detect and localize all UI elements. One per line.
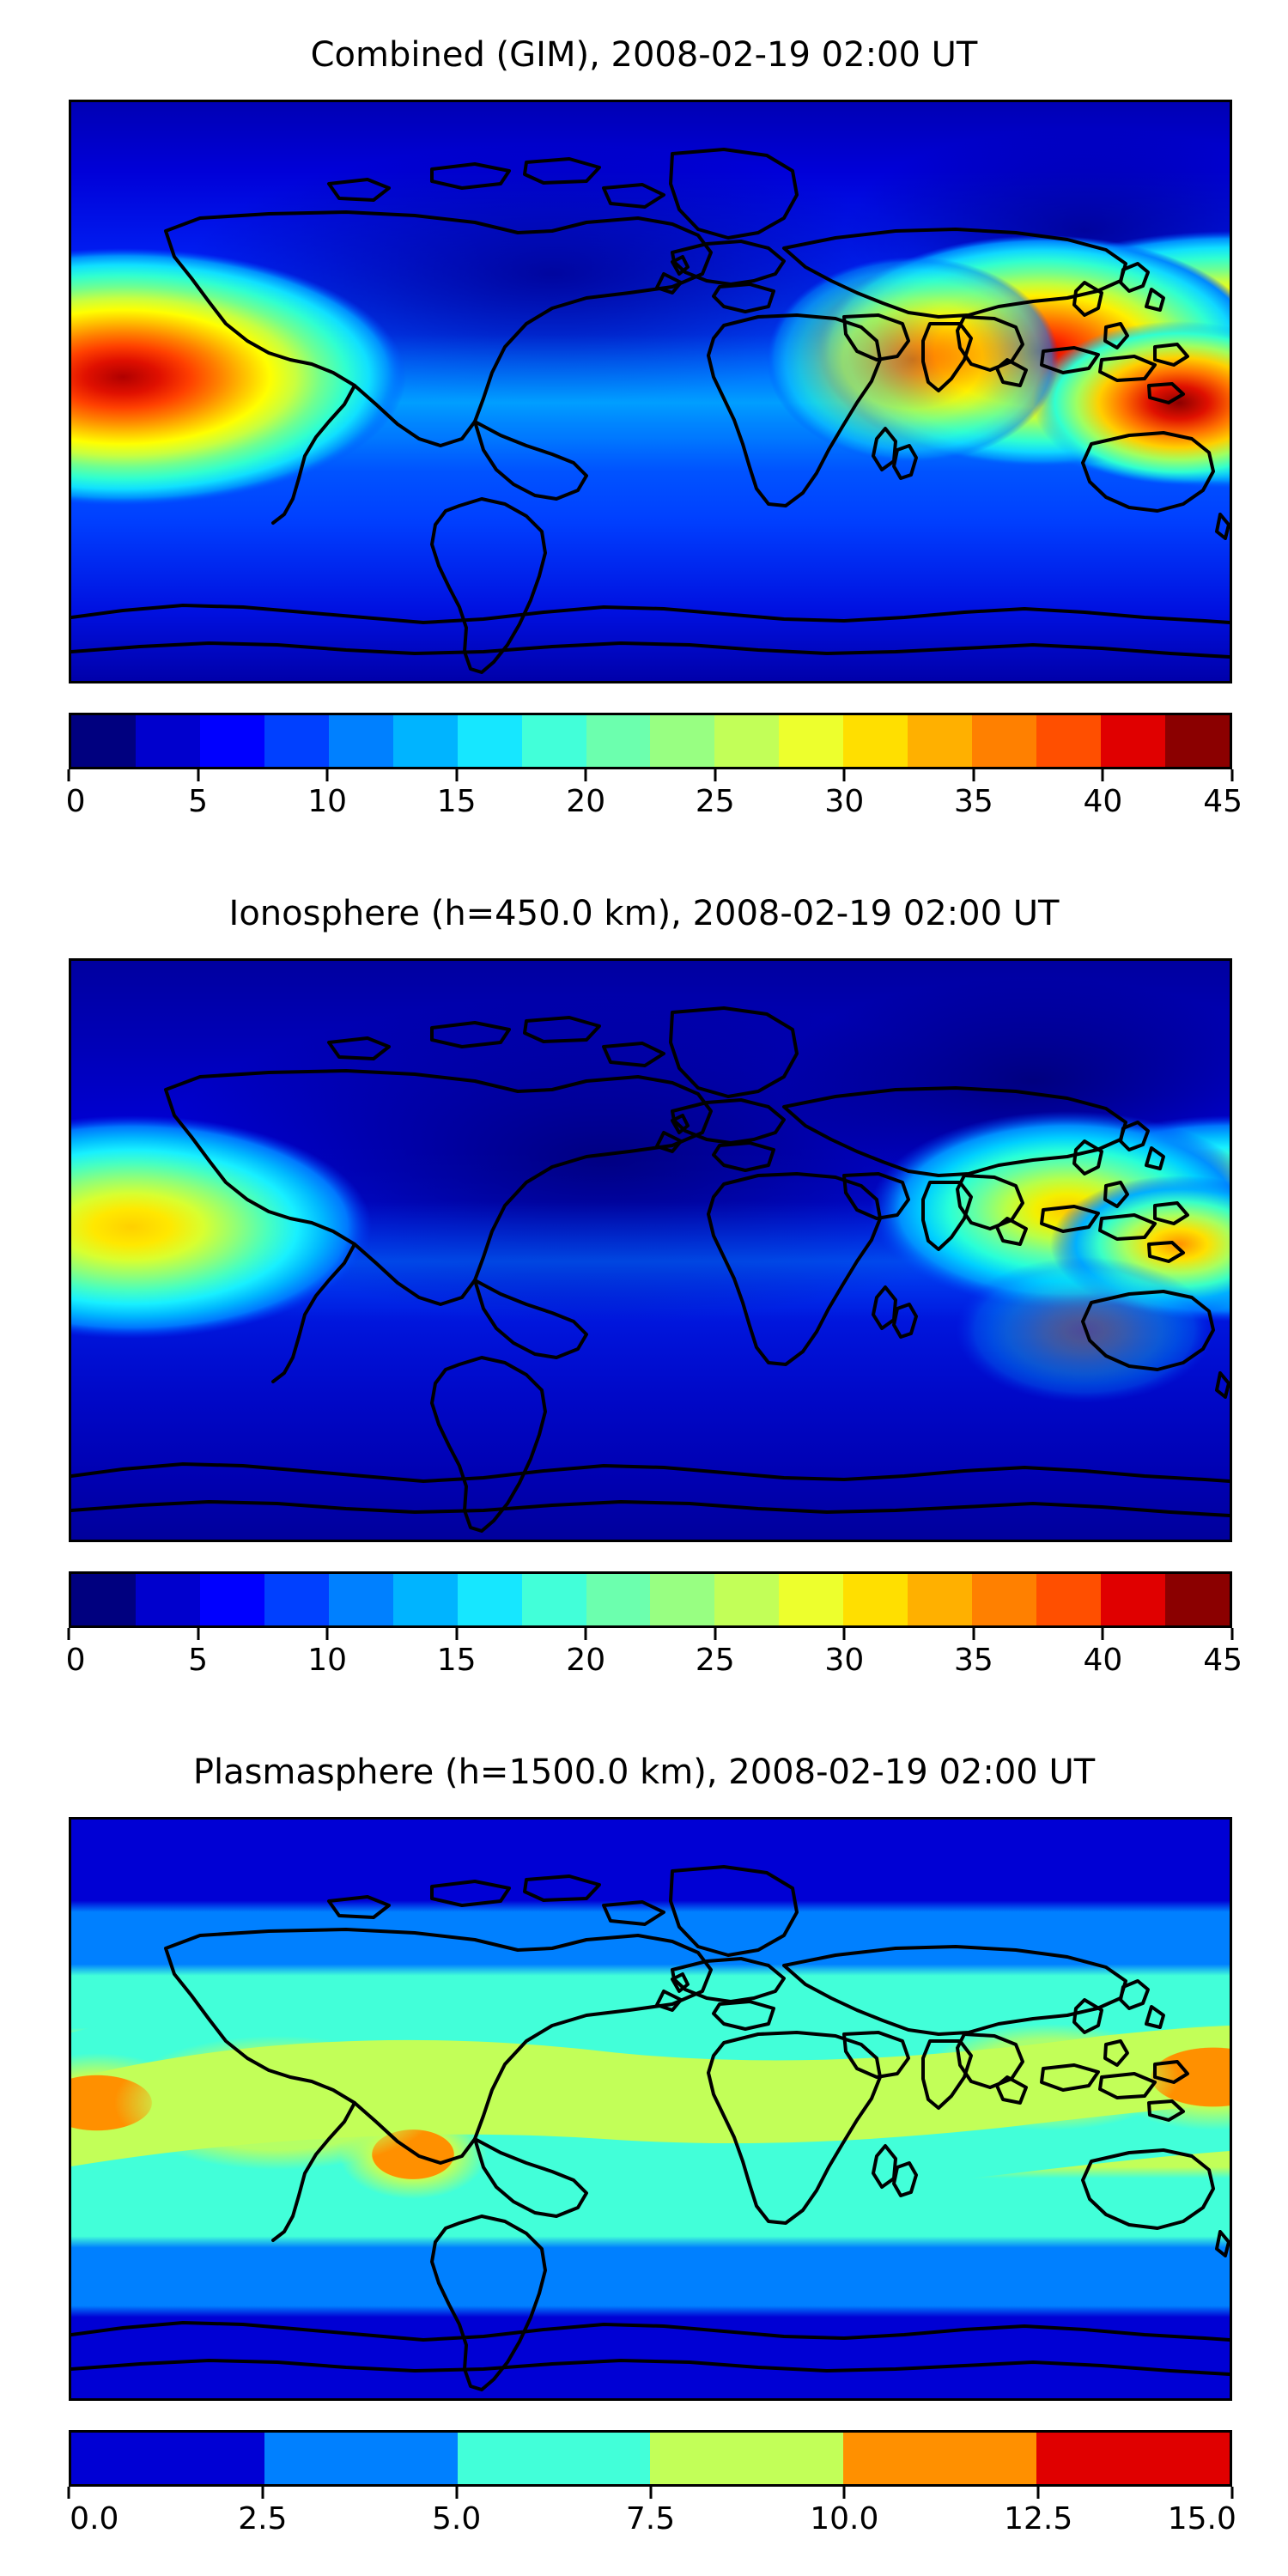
colorbar-plasmasphere: 0.0 2.5 5.0 7.5 10.0 12.5 15.0 — [67, 2430, 1236, 2543]
tick-label: 5 — [188, 1643, 208, 1678]
tick-label: 25 — [695, 1643, 735, 1678]
tick-label: 15 — [436, 784, 477, 819]
colorbar-gradient — [69, 1571, 1232, 1628]
tick-label: 10.0 — [810, 2501, 879, 2537]
colorbar-tick-labels: 0 5 10 15 20 25 30 35 40 45 — [65, 783, 1242, 826]
map-svg — [71, 961, 1230, 1540]
panel-ionosphere: Ionosphere (h=450.0 km), 2008-02-19 02:0… — [0, 859, 1288, 1717]
colorbar-gradient — [69, 2430, 1232, 2487]
coastlines — [71, 1006, 1230, 1533]
panel-title: Plasmasphere (h=1500.0 km), 2008-02-19 0… — [192, 1753, 1096, 1792]
map-combined-gim — [69, 100, 1232, 683]
map-svg — [71, 1820, 1230, 2398]
panel-title: Combined (GIM), 2008-02-19 02:00 UT — [310, 35, 978, 75]
map-plasmasphere — [69, 1817, 1232, 2401]
colorbar-ticks — [67, 2487, 1234, 2500]
tick-label: 20 — [566, 784, 606, 819]
colorbar-gradient — [69, 713, 1232, 769]
tick-label: 40 — [1083, 1643, 1123, 1678]
colorbar-tick-labels: 0.0 2.5 5.0 7.5 10.0 12.5 15.0 — [69, 2500, 1236, 2543]
tick-label: 35 — [953, 1643, 993, 1678]
tick-label: 15 — [436, 1643, 477, 1678]
tick-label: 30 — [824, 784, 865, 819]
tick-label: 30 — [824, 1643, 865, 1678]
tick-label: 5 — [188, 784, 208, 819]
panel-plasmasphere: Plasmasphere (h=1500.0 km), 2008-02-19 0… — [0, 1717, 1288, 2576]
tick-label: 5.0 — [432, 2501, 482, 2537]
tick-label: 2.5 — [238, 2501, 288, 2537]
panel-title: Ionosphere (h=450.0 km), 2008-02-19 02:0… — [228, 894, 1060, 933]
colorbar-ticks — [67, 769, 1234, 783]
colorbar-ticks — [67, 1628, 1234, 1642]
tick-label: 0.0 — [70, 2501, 119, 2537]
tick-label: 15.0 — [1167, 2501, 1236, 2537]
tick-label: 12.5 — [1004, 2501, 1073, 2537]
tick-label: 45 — [1203, 784, 1243, 819]
tick-label: 7.5 — [625, 2501, 676, 2537]
tick-label: 0 — [65, 784, 86, 819]
tick-label: 45 — [1203, 1643, 1243, 1678]
tick-label: 10 — [307, 784, 347, 819]
tick-label: 25 — [695, 784, 735, 819]
tick-label: 10 — [307, 1643, 347, 1678]
tick-label: 20 — [566, 1643, 606, 1678]
coastlines — [71, 148, 1230, 674]
colorbar-tick-labels: 0 5 10 15 20 25 30 35 40 45 — [65, 1642, 1242, 1685]
tick-label: 40 — [1083, 784, 1123, 819]
tick-label: 0 — [65, 1643, 86, 1678]
colorbar-combined-gim: 0 5 10 15 20 25 30 35 40 45 — [65, 713, 1242, 826]
map-svg — [71, 102, 1230, 681]
coastlines — [71, 1865, 1230, 2391]
colorbar-ionosphere: 0 5 10 15 20 25 30 35 40 45 — [65, 1571, 1242, 1685]
panel-combined-gim: Combined (GIM), 2008-02-19 02:00 UT — [0, 0, 1288, 859]
tick-label: 35 — [953, 784, 993, 819]
map-ionosphere — [69, 958, 1232, 1542]
